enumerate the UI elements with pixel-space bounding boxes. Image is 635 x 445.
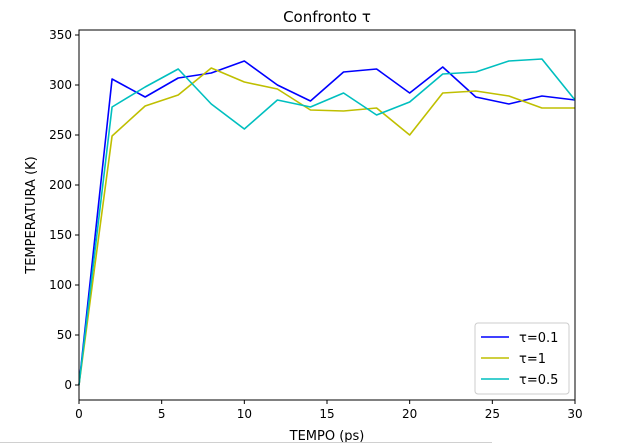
x-axis-ticks: 0 5 10 15 20 25 30 — [75, 400, 583, 421]
x-tick-label: 20 — [402, 407, 417, 421]
x-axis-label: TEMPO (ps) — [289, 429, 365, 444]
x-tick-label: 25 — [485, 407, 500, 421]
series-line-1 — [78, 60, 576, 386]
y-tick-label: 0 — [64, 378, 72, 392]
legend-box — [474, 322, 570, 395]
y-tick-label: 50 — [57, 328, 72, 342]
window-divider — [0, 442, 492, 443]
plot-area — [78, 58, 576, 386]
x-tick-label: 15 — [319, 407, 334, 421]
plot-frame — [78, 29, 576, 401]
y-axis-label: TEMPERATURA (K) — [24, 156, 39, 274]
series-line-3 — [78, 58, 576, 386]
chart-title: Confronto τ — [283, 8, 371, 26]
x-tick-label: 0 — [75, 407, 83, 421]
x-tick-label: 5 — [158, 407, 166, 421]
legend-label: τ=1 — [519, 352, 546, 367]
x-tick-label: 10 — [237, 407, 252, 421]
series-line-2 — [78, 67, 575, 386]
legend-label: τ=0.1 — [519, 331, 558, 346]
y-tick-label: 300 — [49, 78, 72, 92]
y-tick-label: 250 — [49, 128, 72, 142]
y-tick-label: 200 — [49, 178, 72, 192]
legend: τ=0.1 τ=1 τ=0.5 — [474, 322, 570, 395]
legend-label: τ=0.5 — [519, 373, 558, 388]
y-tick-label: 100 — [49, 278, 72, 292]
y-tick-label: 150 — [49, 228, 72, 242]
y-axis-ticks: 0 50 100 150 200 250 300 350 — [49, 28, 79, 392]
y-tick-label: 350 — [49, 28, 72, 42]
x-tick-label: 30 — [567, 407, 582, 421]
